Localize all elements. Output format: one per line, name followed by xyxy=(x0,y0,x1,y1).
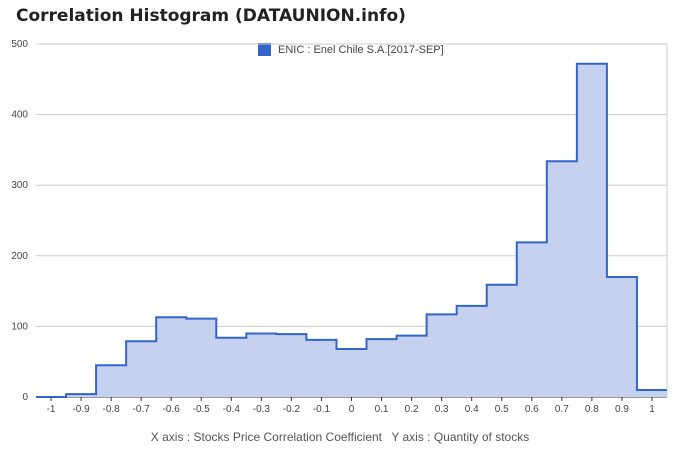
histogram-bin xyxy=(336,349,366,397)
legend: ENIC : Enel Chile S.A.[2017-SEP] xyxy=(258,43,444,56)
axis-caption: X axis : Stocks Price Correlation Coeffi… xyxy=(0,430,680,444)
x-tick-label: -0.1 xyxy=(313,404,331,415)
histogram-bin xyxy=(427,314,457,397)
x-tick-label: 0.5 xyxy=(495,404,509,415)
x-tick-label: -0.6 xyxy=(163,404,181,415)
series-area xyxy=(36,63,667,397)
histogram-bin xyxy=(397,336,427,397)
y-tick-label: 300 xyxy=(11,180,28,191)
y-tick-label: 200 xyxy=(11,251,28,262)
x-tick-label: -0.9 xyxy=(72,404,90,415)
x-axis-caption: X axis : Stocks Price Correlation Coeffi… xyxy=(150,430,383,444)
series-line xyxy=(36,62,667,398)
x-tick-label: 0.3 xyxy=(435,404,449,415)
x-tick-label: 0.4 xyxy=(465,404,479,415)
histogram-bin xyxy=(547,161,577,397)
legend-swatch xyxy=(258,43,271,56)
y-tick-label: 400 xyxy=(11,110,28,121)
histogram-bin xyxy=(577,64,607,397)
histogram-bin xyxy=(216,338,246,397)
x-tick-label: 1 xyxy=(649,404,655,415)
x-tick-label: -0.2 xyxy=(283,404,301,415)
x-tick-label: 0.9 xyxy=(615,404,629,415)
x-tick-label: 0.2 xyxy=(405,404,419,415)
x-tick-label: 0.6 xyxy=(525,404,539,415)
histogram-bin xyxy=(367,339,397,397)
y-tick-label: 0 xyxy=(22,392,28,403)
histogram-bin xyxy=(487,285,517,397)
x-tick-label: 0.8 xyxy=(585,404,599,415)
x-tick-label: -0.5 xyxy=(193,404,211,415)
histogram-bin xyxy=(246,333,276,397)
histogram-bin xyxy=(66,394,96,397)
histogram-bin xyxy=(306,340,336,397)
x-tick-label: 0.7 xyxy=(555,404,569,415)
histogram-bin xyxy=(96,365,126,397)
histogram-bin xyxy=(126,341,156,397)
x-tick-label: -0.8 xyxy=(103,404,121,415)
legend-label: ENIC : Enel Chile S.A.[2017-SEP] xyxy=(278,43,444,56)
x-tick-label: 0 xyxy=(349,404,355,415)
x-tick-label: -1 xyxy=(47,404,56,415)
y-axis-caption: Y axis : Quantity of stocks xyxy=(391,430,530,444)
histogram-bin xyxy=(637,390,667,397)
chart-title: Correlation Histogram (DATAUNION.info) xyxy=(16,6,406,26)
x-tick-label: 0.1 xyxy=(375,404,389,415)
histogram-bin xyxy=(186,319,216,397)
x-tick-label: -0.4 xyxy=(223,404,241,415)
y-tick-label: 500 xyxy=(11,39,28,50)
histogram-bin xyxy=(457,306,487,397)
histogram-bin xyxy=(156,317,186,397)
histogram-bin xyxy=(517,242,547,397)
histogram-bin xyxy=(276,334,306,397)
x-tick-label: -0.3 xyxy=(253,404,271,415)
histogram-bin xyxy=(607,277,637,397)
y-tick-label: 100 xyxy=(11,321,28,332)
x-tick-label: -0.7 xyxy=(133,404,151,415)
